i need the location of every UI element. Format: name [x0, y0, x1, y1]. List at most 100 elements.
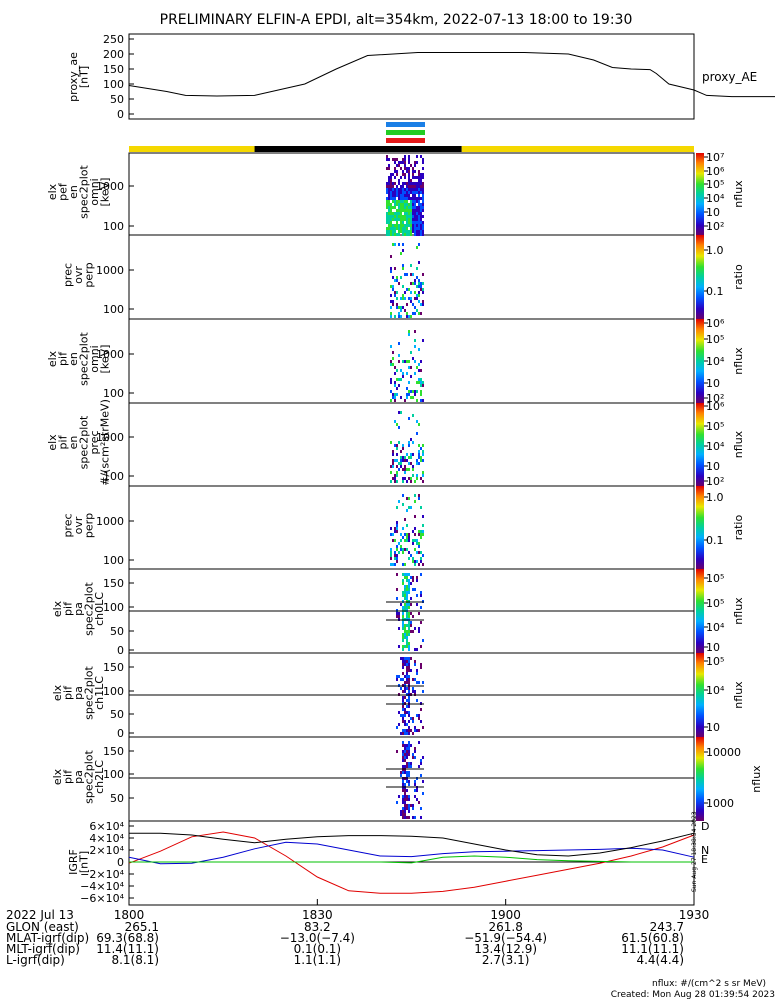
pef-omni-pixel: [390, 230, 392, 233]
spectro-pixel-4: [396, 423, 398, 426]
spectro-pixel-3: [408, 366, 410, 369]
elx-pif-pa-spec2plot-ch2LC-ytick-label: 50: [110, 792, 124, 805]
pef-omni-pixel: [392, 158, 394, 161]
spectro-pixel-5: [396, 527, 398, 530]
spectro-pixel-3: [400, 369, 402, 372]
pa-pixel-8: [404, 753, 406, 756]
pef-omni-pixel: [396, 185, 398, 188]
pa-pixel-7: [414, 726, 416, 729]
pa-pixel-6: [406, 636, 408, 639]
pef-omni-pixel: [408, 161, 410, 164]
pef-omni-pixel: [418, 179, 420, 182]
pa-pixel-6: [402, 639, 404, 642]
elx-pef-en-spec2plot-omni-colorbar-tick: 10⁶: [706, 165, 725, 178]
pef-omni-pixel: [390, 197, 392, 200]
pef-omni-pixel: [390, 182, 392, 185]
spectro-pixel-2: [402, 306, 404, 309]
pef-omni-pixel: [410, 215, 412, 218]
zone-bar-green: [386, 130, 425, 135]
pa-pixel-8: [412, 807, 414, 810]
spectro-pixel-2: [406, 273, 408, 276]
pef-omni-pixel: [406, 170, 408, 173]
spectro-pixel-3: [394, 381, 396, 384]
pa-pixel-8: [402, 783, 404, 786]
pa-pixel-6: [414, 627, 416, 630]
pef-omni-pixel: [410, 185, 412, 188]
spectro-pixel-5: [408, 557, 410, 560]
pef-omni-pixel: [386, 206, 388, 209]
spectro-pixel-4: [396, 459, 398, 462]
pef-omni-pixel: [420, 224, 422, 227]
pef-omni-pixel: [408, 185, 410, 188]
pef-omni-pixel: [400, 224, 402, 227]
pa-pixel-6: [408, 588, 410, 591]
spectro-pixel-2: [390, 300, 392, 303]
spectro-pixel-2: [410, 264, 412, 267]
pa-pixel-8: [412, 804, 414, 807]
spectro-pixel-3: [420, 399, 422, 402]
spectro-pixel-5: [404, 518, 406, 521]
spectro-pixel-2: [390, 285, 392, 288]
pef-omni-pixel: [418, 224, 420, 227]
pa-pixel-6: [410, 576, 412, 579]
pa-pixel-7: [404, 657, 406, 660]
pa-pixel-6: [402, 591, 404, 594]
pef-omni-pixel: [412, 227, 414, 230]
pef-omni-pixel: [386, 188, 388, 191]
pef-omni-pixel: [408, 197, 410, 200]
pa-pixel-6: [404, 627, 406, 630]
pef-omni-pixel: [412, 173, 414, 176]
pef-omni-pixel: [408, 215, 410, 218]
pa-pixel-8: [406, 744, 408, 747]
spectro-pixel-5: [406, 533, 408, 536]
spectro-pixel-2: [394, 294, 396, 297]
pef-omni-pixel: [418, 170, 420, 173]
pef-omni-pixel: [402, 221, 404, 224]
pef-omni-pixel: [394, 158, 396, 161]
spectro-pixel-5: [408, 497, 410, 500]
proxy-ae-ytick-label: 200: [103, 48, 124, 61]
spectro-pixel-3: [398, 360, 400, 363]
prec-ovr-perp-1-frame: [129, 235, 694, 319]
spectro-pixel-2: [422, 300, 424, 303]
spectro-pixel-5: [406, 539, 408, 542]
pef-omni-pixel: [412, 185, 414, 188]
pa-pixel-8: [412, 756, 414, 759]
pa-pixel-7: [404, 714, 406, 717]
pa-pixel-7: [402, 729, 404, 732]
pa-pixel-7: [410, 729, 412, 732]
spectro-pixel-2: [406, 303, 408, 306]
elx-pif-en-spec2plot-prec-colorbar-tick: 10⁵: [706, 420, 724, 433]
pa-pixel-7: [410, 717, 412, 720]
spectro-pixel-2: [418, 279, 420, 282]
spectro-pixel-4: [412, 441, 414, 444]
spectro-pixel-5: [396, 530, 398, 533]
pef-omni-pixel: [404, 161, 406, 164]
pa-pixel-8: [402, 759, 404, 762]
igrf-ylabel-1: [nT]: [77, 851, 90, 873]
pef-omni-pixel: [400, 191, 402, 194]
spectro-pixel-4: [398, 411, 400, 414]
pef-omni-pixel: [420, 227, 422, 230]
pef-omni-pixel: [402, 230, 404, 233]
proxy-ae-ytick-label: 50: [110, 93, 124, 106]
spectro-pixel-5: [414, 533, 416, 536]
pa-pixel-6: [402, 582, 404, 585]
pa-pixel-7: [412, 732, 414, 735]
spectro-pixel-4: [416, 432, 418, 435]
pa-pixel-8: [418, 741, 420, 744]
pa-pixel-8: [402, 816, 404, 819]
proxy-ae-line: [129, 53, 775, 99]
pa-pixel-8: [414, 816, 416, 819]
spectro-pixel-4: [396, 480, 398, 483]
pef-omni-pixel: [398, 188, 400, 191]
elx-pif-en-spec2plot-prec-frame: [129, 403, 694, 486]
spectro-pixel-4: [394, 420, 396, 423]
spectro-pixel-4: [416, 420, 418, 423]
pa-pixel-7: [408, 678, 410, 681]
pa-pixel-7: [408, 732, 410, 735]
spectro-pixel-4: [406, 453, 408, 456]
pef-omni-pixel: [422, 188, 424, 191]
pa-pixel-6: [402, 645, 404, 648]
pa-pixel-8: [406, 789, 408, 792]
